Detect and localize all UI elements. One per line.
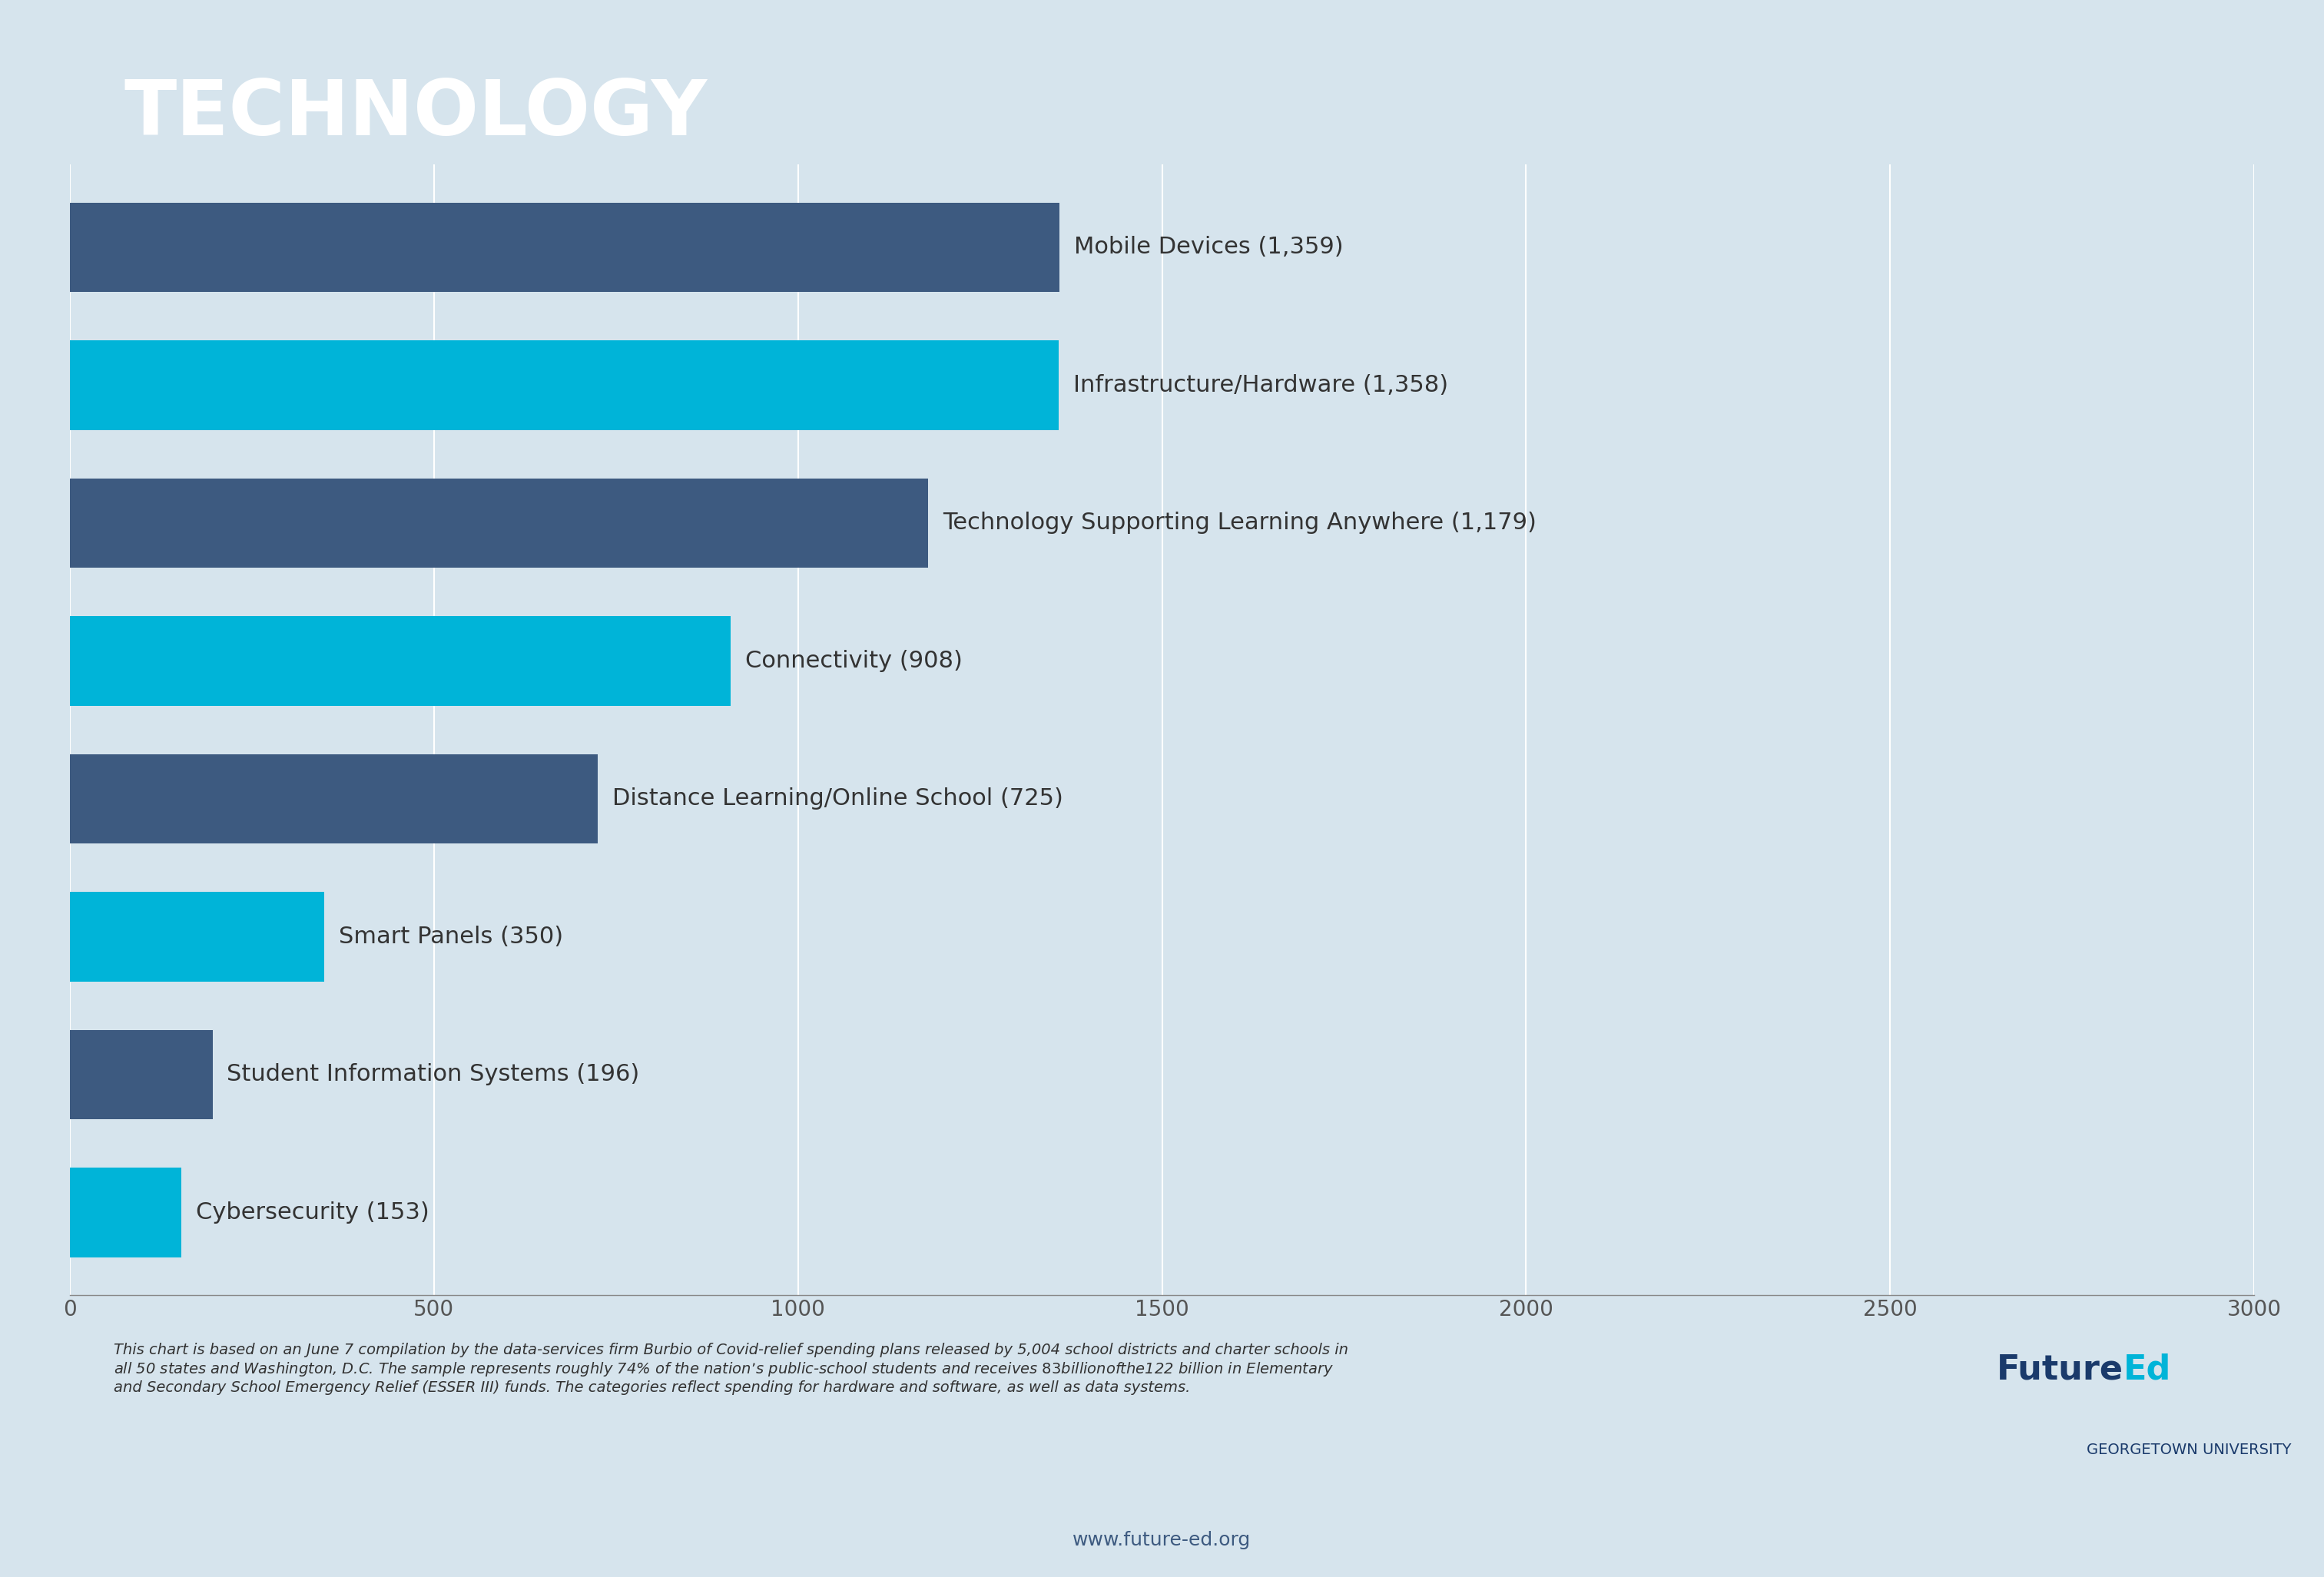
Text: Distance Learning/Online School (725): Distance Learning/Online School (725) — [611, 787, 1062, 811]
Text: Connectivity (908): Connectivity (908) — [746, 650, 962, 672]
Bar — [70, 1030, 211, 1120]
Bar — [70, 1167, 181, 1257]
Text: Cybersecurity (153): Cybersecurity (153) — [195, 1202, 430, 1224]
Text: Ed: Ed — [2124, 1353, 2171, 1386]
Text: Student Information Systems (196): Student Information Systems (196) — [228, 1063, 639, 1085]
Bar — [70, 754, 597, 844]
Bar — [70, 893, 325, 981]
Text: Smart Panels (350): Smart Panels (350) — [339, 926, 565, 948]
Text: Technology Supporting Learning Anywhere (1,179): Technology Supporting Learning Anywhere … — [944, 513, 1536, 535]
Bar — [70, 202, 1060, 292]
Text: TECHNOLOGY: TECHNOLOGY — [125, 77, 706, 151]
Bar — [70, 341, 1060, 431]
Bar — [70, 478, 927, 568]
Text: Infrastructure/Hardware (1,358): Infrastructure/Hardware (1,358) — [1074, 374, 1448, 396]
Text: www.future-ed.org: www.future-ed.org — [1074, 1531, 1250, 1549]
Text: Future: Future — [1996, 1353, 2124, 1386]
Text: This chart is based on an June 7 compilation by the data-services firm Burbio of: This chart is based on an June 7 compila… — [114, 1344, 1348, 1394]
Text: Mobile Devices (1,359): Mobile Devices (1,359) — [1074, 237, 1343, 259]
Bar — [70, 617, 732, 706]
Text: GEORGETOWN UNIVERSITY: GEORGETOWN UNIVERSITY — [2087, 1443, 2291, 1457]
